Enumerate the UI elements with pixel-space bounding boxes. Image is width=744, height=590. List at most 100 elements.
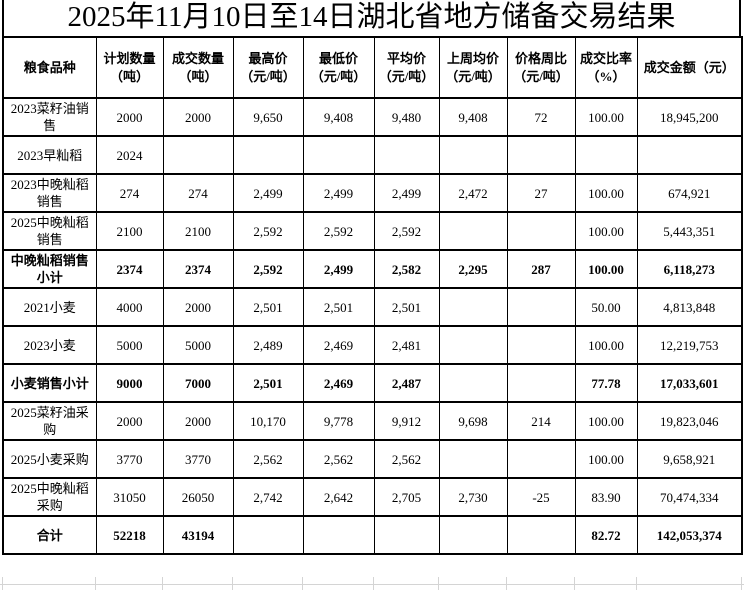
- data-cell: 2,592: [232, 249, 304, 289]
- data-cell: [162, 135, 234, 175]
- table-row: 中晚籼稻销售小计 2374 2374 2,592 2,499 2,582 2,295 287 1…: [2, 249, 743, 289]
- data-cell: 82.72: [574, 515, 638, 555]
- col-header-7: 价格周比 （元/吨）: [506, 36, 576, 99]
- gridline-vertical: [574, 577, 575, 590]
- table-header: 粮食品种 计划数量 （吨） 成交数量 （吨） 最高价 （元/吨） 最低价 （元/吨） 平均价 （元/…: [2, 36, 743, 99]
- data-cell: 43194: [162, 515, 234, 555]
- data-cell: 77.78: [574, 363, 638, 403]
- gridline-vertical: [162, 577, 163, 590]
- data-cell: 2100: [162, 211, 234, 251]
- data-cell: 2,481: [373, 325, 440, 365]
- table-row: 2025中晚籼稻销售 2100 2100 2,592 2,592 2,592 100.00 5…: [2, 211, 743, 251]
- col-header-line: （元/吨）: [445, 68, 501, 84]
- data-cell: 9,658,921: [636, 439, 743, 479]
- col-header-line: 平均价: [386, 50, 426, 66]
- data-cell: 3770: [162, 439, 234, 479]
- data-cell: [574, 135, 638, 175]
- col-header-5: 平均价 （元/吨）: [373, 36, 440, 99]
- row-label: 2023小麦: [2, 325, 97, 365]
- data-cell: 2,501: [232, 287, 304, 327]
- data-cell: 72: [506, 97, 576, 137]
- data-cell: 2,562: [373, 439, 440, 479]
- table-row: 2025小麦采购 3770 3770 2,562 2,562 2,562 100.00 9,6…: [2, 439, 743, 479]
- data-cell: 50.00: [574, 287, 638, 327]
- gridline-horizontal: [0, 584, 744, 585]
- data-cell: 2,592: [373, 211, 440, 251]
- data-cell: 19,823,046: [636, 401, 743, 441]
- data-cell: 9,698: [438, 401, 508, 441]
- data-cell: 5000: [162, 325, 234, 365]
- data-cell: 100.00: [574, 439, 638, 479]
- data-cell: 7000: [162, 363, 234, 403]
- data-cell: 9,480: [373, 97, 440, 137]
- data-cell: 2,730: [438, 477, 508, 517]
- row-label: 2025菜籽油采购: [2, 401, 97, 441]
- col-header-line: 粮食品种: [23, 59, 76, 75]
- data-cell: 9000: [95, 363, 164, 403]
- data-cell: [302, 515, 375, 555]
- col-header-line: （元/吨）: [513, 68, 569, 84]
- data-cell: 10,170: [232, 401, 304, 441]
- gridline-vertical: [741, 577, 742, 590]
- data-cell: 2,295: [438, 249, 508, 289]
- data-cell: 2100: [95, 211, 164, 251]
- data-cell: [438, 325, 508, 365]
- col-header-6: 上周均价 （元/吨）: [438, 36, 508, 99]
- data-cell: [438, 135, 508, 175]
- data-cell: 9,778: [302, 401, 375, 441]
- row-label: 合计: [2, 515, 97, 555]
- gridline-vertical: [232, 577, 233, 590]
- table-row: 2023小麦 5000 5000 2,489 2,469 2,481 100.00 12,21…: [2, 325, 743, 365]
- row-label: 2025小麦采购: [2, 439, 97, 479]
- data-cell: 100.00: [574, 249, 638, 289]
- data-cell: [373, 135, 440, 175]
- data-cell: 2000: [95, 401, 164, 441]
- col-header-9: 成交金额（元）: [636, 36, 743, 99]
- data-cell: 2,499: [232, 173, 304, 213]
- data-cell: 100.00: [574, 173, 638, 213]
- data-cell: 26050: [162, 477, 234, 517]
- data-cell: 12,219,753: [636, 325, 743, 365]
- data-cell: 100.00: [574, 325, 638, 365]
- data-cell: 9,408: [302, 97, 375, 137]
- data-cell: 2000: [162, 287, 234, 327]
- data-cell: 2,501: [232, 363, 304, 403]
- data-cell: 2,469: [302, 363, 375, 403]
- data-cell: 4,813,848: [636, 287, 743, 327]
- data-cell: 2,472: [438, 173, 508, 213]
- row-label: 2023中晚籼稻销售: [2, 173, 97, 213]
- row-label: 2025中晚籼稻采购: [2, 477, 97, 517]
- col-header-line: 最低价: [318, 50, 358, 66]
- table-body: 2023菜籽油销售 2000 2000 9,650 9,408 9,480 9,408 72 1…: [2, 97, 743, 555]
- data-cell: 2,705: [373, 477, 440, 517]
- data-cell: -25: [506, 477, 576, 517]
- data-cell: 2,499: [302, 173, 375, 213]
- col-header-3: 最高价 （元/吨）: [232, 36, 304, 99]
- gridline-vertical: [2, 577, 3, 590]
- data-cell: 2000: [162, 97, 234, 137]
- row-label: 2023菜籽油销售: [2, 97, 97, 137]
- data-cell: 52218: [95, 515, 164, 555]
- data-cell: [232, 515, 304, 555]
- table-row: 2025菜籽油采购 2000 2000 10,170 9,778 9,912 9,698 21…: [2, 401, 743, 441]
- data-cell: [506, 211, 576, 251]
- data-cell: 83.90: [574, 477, 638, 517]
- col-header-line: 上周均价: [446, 50, 499, 66]
- table-row: 小麦销售小计 9000 7000 2,501 2,469 2,487 77.78 17,033…: [2, 363, 743, 403]
- data-cell: 142,053,374: [636, 515, 743, 555]
- data-cell: 4000: [95, 287, 164, 327]
- row-label: 小麦销售小计: [2, 363, 97, 403]
- col-header-line: （元/吨）: [378, 68, 435, 84]
- data-cell: 2,592: [302, 211, 375, 251]
- col-header-line: （元/吨）: [240, 68, 296, 84]
- table-row: 2023菜籽油销售 2000 2000 9,650 9,408 9,480 9,408 72 1…: [2, 97, 743, 137]
- col-header-line: 计划数量: [103, 50, 156, 66]
- data-cell: 287: [506, 249, 576, 289]
- data-cell: 9,650: [232, 97, 304, 137]
- col-header-line: （吨）: [178, 68, 218, 84]
- col-header-1: 计划数量 （吨）: [95, 36, 164, 99]
- data-cell: [506, 363, 576, 403]
- data-cell: 100.00: [574, 211, 638, 251]
- data-cell: 3770: [95, 439, 164, 479]
